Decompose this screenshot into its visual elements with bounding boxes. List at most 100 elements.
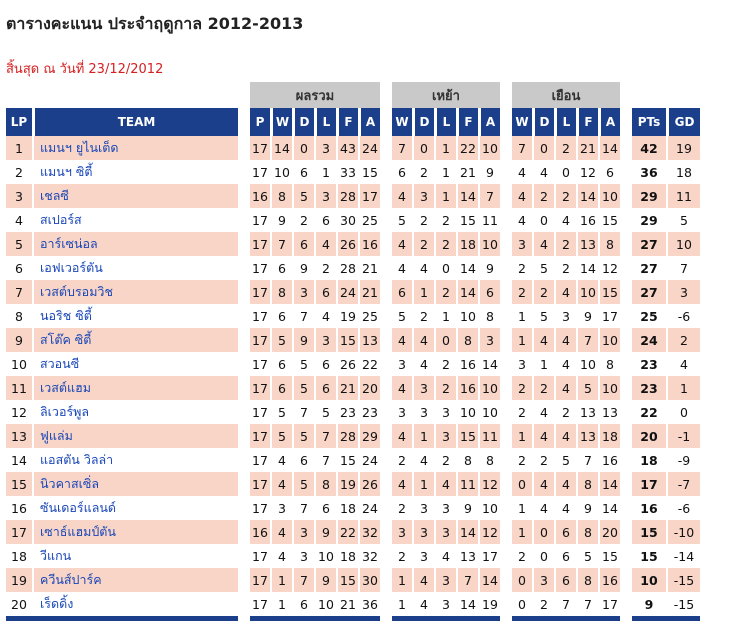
cell-overall-drawn: 3 bbox=[300, 548, 308, 564]
cell-goal-difference: 11 bbox=[668, 184, 700, 208]
team-name-link[interactable]: เร็ดดิ้ง bbox=[40, 596, 74, 611]
header-overall-for: F bbox=[338, 108, 358, 136]
cell-home-drawn: 4 bbox=[420, 356, 428, 372]
cell-home-won: 4 bbox=[392, 424, 412, 448]
cell-overall-played: 17 bbox=[252, 308, 268, 324]
cell-spacer bbox=[382, 304, 390, 328]
team-name-link[interactable]: ควีนส์ปาร์ค bbox=[34, 568, 238, 592]
team-name-link[interactable]: สเปอร์ส bbox=[40, 212, 82, 227]
cell-overall-against: 26 bbox=[360, 472, 380, 496]
cell-overall-played: 17 bbox=[252, 212, 268, 228]
cell-home-for: 14 bbox=[460, 596, 476, 612]
cell-away-against: 10 bbox=[600, 328, 620, 352]
cell-home-lost: 3 bbox=[442, 404, 450, 420]
cell-home-lost: 4 bbox=[442, 548, 450, 564]
cell-overall-lost: 4 bbox=[316, 232, 336, 256]
cell-home-for: 7 bbox=[458, 568, 478, 592]
cell-home-drawn: 4 bbox=[420, 452, 428, 468]
cell-home-for: 18 bbox=[458, 232, 478, 256]
cell-away-for: 14 bbox=[578, 184, 598, 208]
cell-away-drawn: 2 bbox=[534, 280, 554, 304]
cell-overall-drawn: 6 bbox=[294, 232, 314, 256]
cell-points: 23 bbox=[632, 376, 666, 400]
team-name-link[interactable]: ซันเดอร์แลนด์ bbox=[40, 500, 117, 515]
footer-bar-segment bbox=[6, 616, 238, 621]
cell-away-won: 2 bbox=[512, 280, 532, 304]
team-name-link[interactable]: แมนฯ ยูไนเต็ด bbox=[34, 136, 238, 160]
cell-overall-drawn: 2 bbox=[300, 212, 308, 228]
cell-home-lost: 2 bbox=[436, 280, 456, 304]
cell-home-won: 3 bbox=[398, 356, 406, 372]
team-name-link[interactable]: เวสต์บรอมวิช bbox=[34, 280, 238, 304]
team-name-link[interactable]: นิวคาสเซิ่ล bbox=[34, 472, 238, 496]
cell-spacer bbox=[622, 400, 630, 424]
cell-away-drawn: 4 bbox=[540, 500, 548, 516]
header-overall-won: W bbox=[272, 108, 292, 136]
footer-bar-segment bbox=[632, 616, 700, 621]
cell-goal-difference: 18 bbox=[676, 164, 692, 180]
cell-home-drawn: 3 bbox=[414, 376, 434, 400]
cell-away-against: 16 bbox=[600, 568, 620, 592]
team-name-link[interactable]: เซาธ์แฮมป์ตัน bbox=[34, 520, 238, 544]
cell-home-for: 13 bbox=[460, 548, 476, 564]
cell-points: 10 bbox=[632, 568, 666, 592]
cell-away-won: 1 bbox=[512, 328, 532, 352]
cell-home-drawn: 0 bbox=[414, 136, 434, 160]
team-name-link[interactable]: เชลซี bbox=[34, 184, 238, 208]
cell-away-lost: 4 bbox=[556, 328, 576, 352]
cell-home-for: 22 bbox=[458, 136, 478, 160]
standings-body: 1 แมนฯ ยูไนเต็ด 17 14 0 3 43 24 7 0 1 22 10 7 0 2 21 14 42… bbox=[6, 136, 700, 621]
team-name-link[interactable]: ลิเวอร์พูล bbox=[40, 404, 90, 419]
team-name-link[interactable]: นอริช ซิตี้ bbox=[40, 308, 92, 323]
team-name-link[interactable]: อาร์เซน่อล bbox=[34, 232, 238, 256]
cell-position: 13 bbox=[6, 424, 32, 448]
cell-overall-against: 24 bbox=[362, 452, 378, 468]
header-points: PTs bbox=[632, 108, 666, 136]
cell-home-lost: 2 bbox=[442, 452, 450, 468]
cell-home-won: 4 bbox=[392, 376, 412, 400]
cell-overall-won: 4 bbox=[278, 452, 286, 468]
team-name-link[interactable]: วีแกน bbox=[40, 548, 72, 563]
cell-spacer bbox=[240, 592, 248, 616]
cell-position: 5 bbox=[6, 232, 32, 256]
cell-overall-lost: 6 bbox=[322, 500, 330, 516]
cell-goal-difference: 2 bbox=[668, 328, 700, 352]
cell-away-for: 5 bbox=[584, 548, 592, 564]
team-name-link[interactable]: แมนฯ ซิตี้ bbox=[40, 164, 93, 179]
cell-home-against: 8 bbox=[486, 308, 494, 324]
table-footer-bar bbox=[6, 616, 700, 621]
cell-goal-difference: -15 bbox=[673, 596, 695, 612]
cell-goal-difference: 3 bbox=[668, 280, 700, 304]
cell-position: 8 bbox=[15, 308, 23, 324]
cell-spacer bbox=[502, 256, 510, 280]
cell-home-won: 3 bbox=[392, 520, 412, 544]
cell-overall-played: 17 bbox=[250, 568, 270, 592]
team-name-link[interactable]: ฟูแล่ม bbox=[34, 424, 238, 448]
cell-position: 18 bbox=[11, 548, 27, 564]
team-name-link[interactable]: แอสตัน วิลล่า bbox=[40, 452, 114, 467]
team-name-link[interactable]: เวสต์แฮม bbox=[34, 376, 238, 400]
last-updated-date: สิ้นสุด ณ วันที่ 23/12/2012 bbox=[6, 62, 164, 77]
cell-points: 23 bbox=[640, 356, 658, 372]
cell-home-drawn: 2 bbox=[420, 212, 428, 228]
cell-away-against: 14 bbox=[600, 136, 620, 160]
cell-spacer bbox=[240, 280, 248, 304]
cell-overall-lost: 9 bbox=[316, 568, 336, 592]
header-away-for: F bbox=[578, 108, 598, 136]
cell-away-drawn: 0 bbox=[534, 520, 554, 544]
header-team: TEAM bbox=[34, 108, 238, 136]
cell-overall-against: 29 bbox=[360, 424, 380, 448]
table-row: 4 สเปอร์ส 17 9 2 6 30 25 5 2 2 15 11 4 0 4 16 15 29 5 bbox=[6, 208, 700, 232]
team-name-link[interactable]: สโต๊ค ซิตี้ bbox=[34, 328, 238, 352]
cell-overall-against: 20 bbox=[360, 376, 380, 400]
cell-spacer bbox=[382, 472, 390, 496]
cell-overall-drawn: 0 bbox=[294, 136, 314, 160]
cell-goal-difference: -14 bbox=[673, 548, 695, 564]
cell-position: 19 bbox=[6, 568, 32, 592]
cell-points: 29 bbox=[632, 184, 666, 208]
cell-home-drawn: 4 bbox=[414, 328, 434, 352]
table-row: 13 ฟูแล่ม 17 5 5 7 28 29 4 1 3 15 11 1 4 4 13 18 20 -1 bbox=[6, 424, 700, 448]
team-name-link[interactable]: สวอนซี bbox=[40, 356, 80, 371]
cell-spacer bbox=[240, 568, 248, 592]
team-name-link[interactable]: เอฟเวอร์ตัน bbox=[40, 260, 103, 275]
